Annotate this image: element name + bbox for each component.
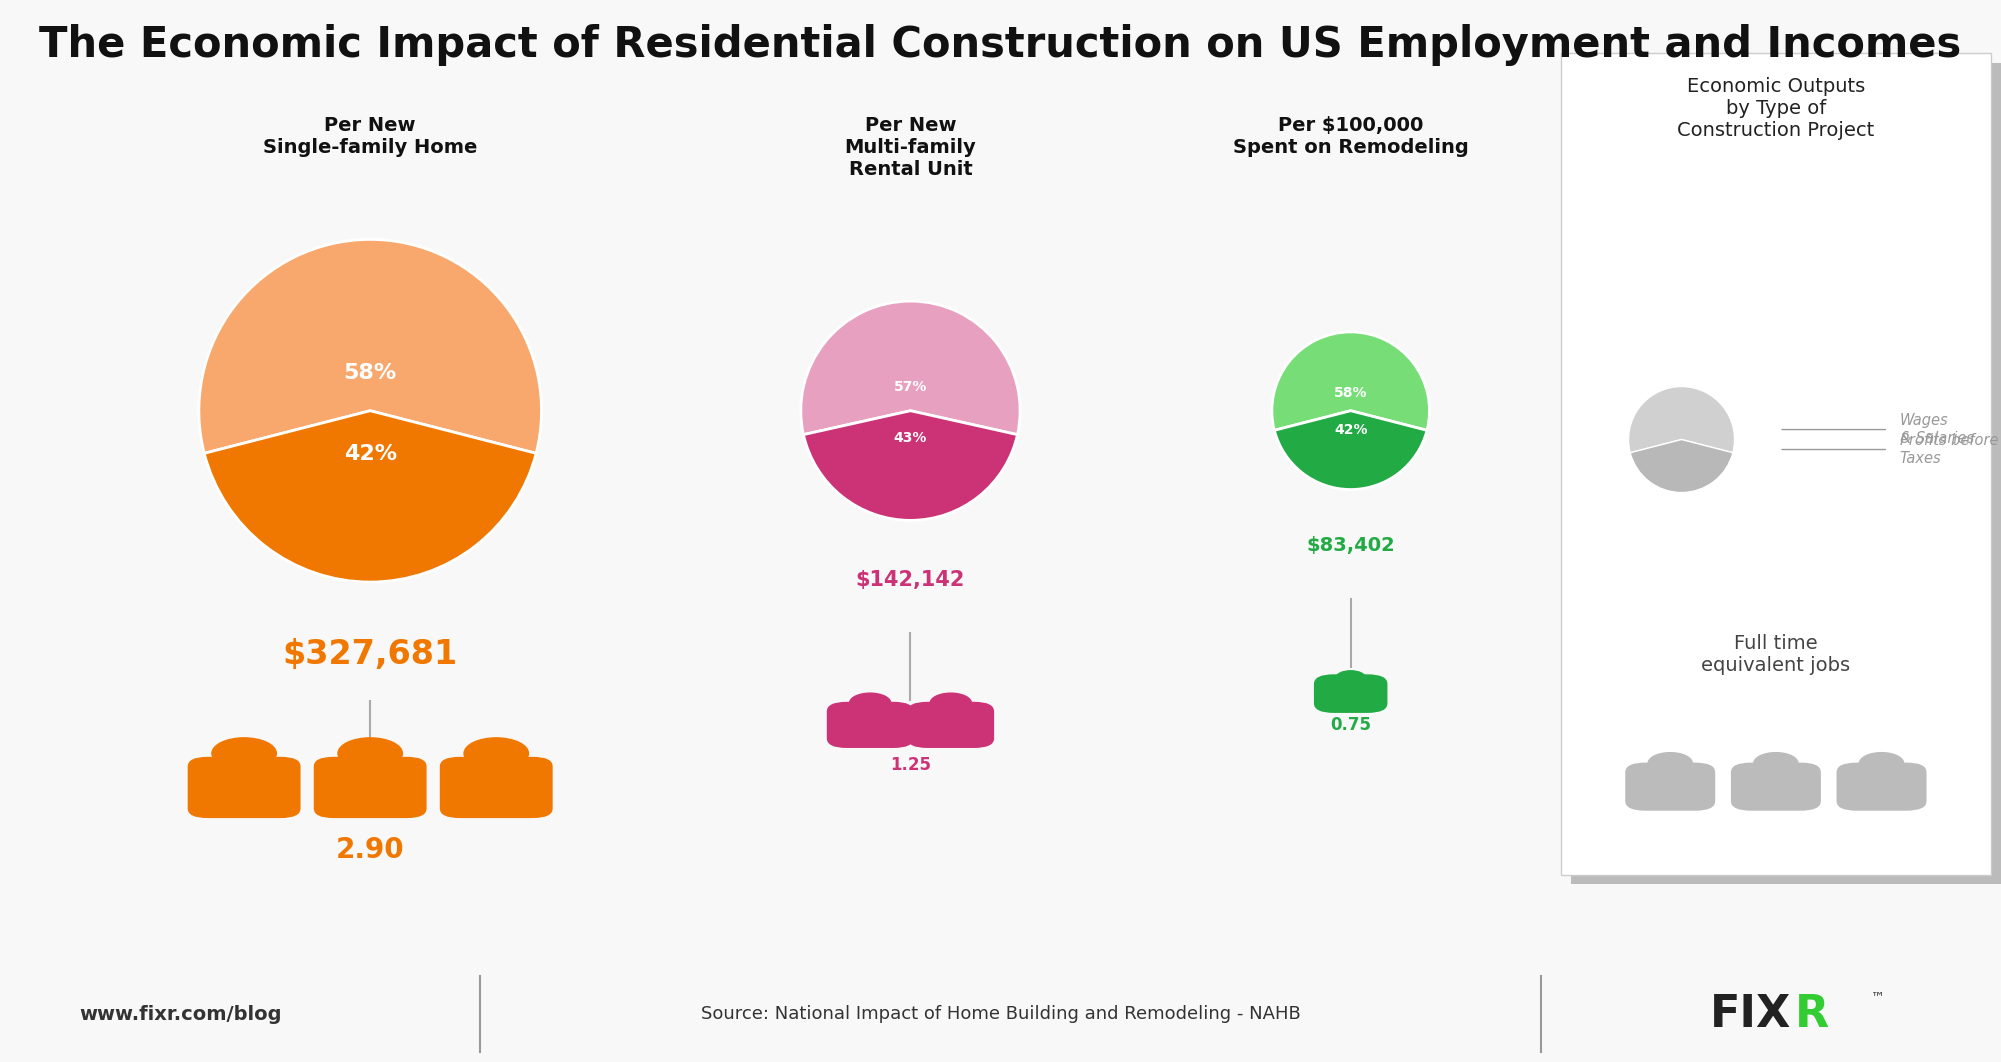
FancyBboxPatch shape: [1837, 763, 1927, 810]
Text: 57%: 57%: [894, 379, 926, 394]
Ellipse shape: [930, 693, 970, 713]
FancyBboxPatch shape: [1561, 53, 1991, 875]
FancyBboxPatch shape: [1571, 63, 2001, 885]
Text: FIX: FIX: [1709, 993, 1791, 1035]
FancyBboxPatch shape: [826, 702, 912, 748]
Text: 58%: 58%: [344, 363, 396, 383]
Text: 43%: 43%: [894, 431, 926, 445]
Text: 0.75: 0.75: [1331, 716, 1371, 734]
Text: 58%: 58%: [1335, 387, 1367, 400]
Text: $83,402: $83,402: [1307, 536, 1395, 555]
Text: www.fixr.com/blog: www.fixr.com/blog: [78, 1005, 282, 1024]
FancyBboxPatch shape: [1625, 763, 1715, 810]
Text: $142,142: $142,142: [856, 570, 964, 590]
Wedge shape: [800, 302, 1021, 434]
Text: Per $100,000
Spent on Remodeling: Per $100,000 Spent on Remodeling: [1233, 116, 1469, 157]
FancyBboxPatch shape: [908, 702, 994, 748]
Text: Per New
Single-family Home: Per New Single-family Home: [262, 116, 478, 157]
Text: 2.90: 2.90: [336, 836, 404, 864]
Text: Source: National Impact of Home Building and Remodeling - NAHB: Source: National Impact of Home Building…: [700, 1006, 1301, 1023]
Text: $327,681: $327,681: [282, 638, 458, 671]
Ellipse shape: [1753, 753, 1799, 774]
Text: 42%: 42%: [344, 444, 396, 463]
Wedge shape: [1629, 387, 1735, 452]
Ellipse shape: [212, 738, 276, 769]
Ellipse shape: [1649, 753, 1693, 774]
Wedge shape: [1273, 332, 1429, 430]
FancyBboxPatch shape: [1731, 763, 1821, 810]
Text: R: R: [1795, 993, 1829, 1035]
Text: 1.25: 1.25: [890, 756, 930, 774]
FancyBboxPatch shape: [1315, 674, 1387, 713]
Text: Wages
& Salaries: Wages & Salaries: [1899, 413, 1973, 446]
Text: Economic Outputs
by Type of
Construction Project: Economic Outputs by Type of Construction…: [1677, 78, 1875, 140]
FancyBboxPatch shape: [188, 757, 300, 818]
Wedge shape: [804, 411, 1017, 520]
Wedge shape: [204, 411, 536, 582]
FancyBboxPatch shape: [314, 757, 426, 818]
FancyBboxPatch shape: [440, 757, 552, 818]
Text: Profits before
Taxes: Profits before Taxes: [1899, 433, 1999, 466]
Text: The Economic Impact of Residential Construction on US Employment and Incomes: The Economic Impact of Residential Const…: [40, 24, 1961, 66]
Ellipse shape: [338, 738, 402, 769]
Text: Full time
equivalent jobs: Full time equivalent jobs: [1701, 634, 1851, 675]
Text: 42%: 42%: [1335, 424, 1367, 438]
Text: ™: ™: [1871, 990, 1885, 1004]
Text: Per New
Multi-family
Rental Unit: Per New Multi-family Rental Unit: [844, 116, 976, 179]
Ellipse shape: [464, 738, 528, 769]
Ellipse shape: [850, 693, 890, 713]
Ellipse shape: [1337, 671, 1365, 685]
Ellipse shape: [1859, 753, 1903, 774]
Wedge shape: [1275, 411, 1427, 490]
Wedge shape: [1631, 440, 1733, 493]
Wedge shape: [198, 239, 542, 453]
